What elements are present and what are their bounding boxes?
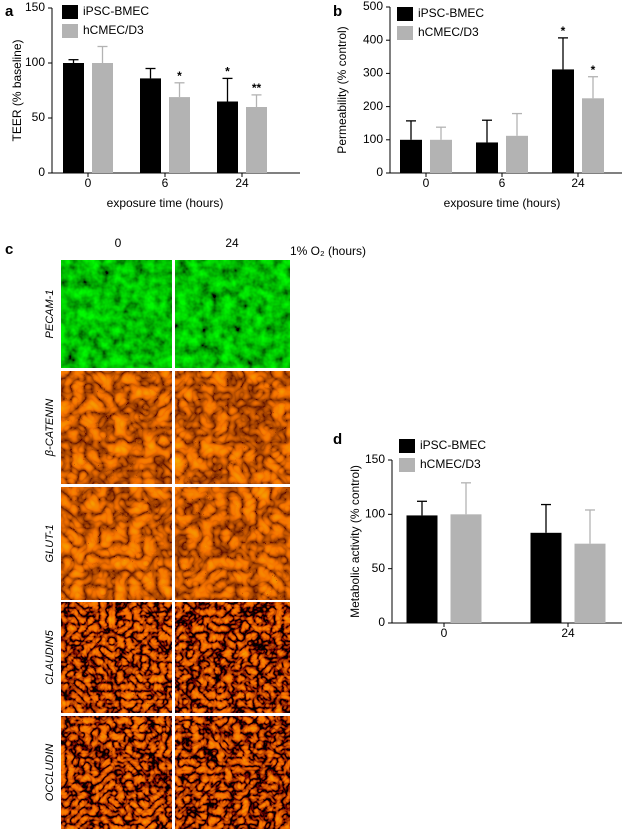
legend-swatch [399,439,415,453]
bar [530,532,562,623]
micrograph-texture [175,602,290,713]
bar [246,107,267,173]
micrographs [61,260,290,829]
significance: * [177,69,182,83]
y-axis-label: TEER (% baseline) [10,39,24,141]
column-label: 24 [225,236,239,250]
bar [552,69,574,173]
row-label: GLUT-1 [44,524,56,562]
row-label: PECAM-1 [44,290,56,339]
y-tick-label: 100 [363,132,383,146]
y-tick-label: 0 [378,615,385,629]
y-tick-label: 150 [25,0,45,14]
micrograph-texture [61,260,172,368]
x-tick-label: 6 [499,176,506,190]
legend-swatch [399,458,415,472]
y-tick-label: 100 [25,55,45,69]
micrograph-texture [175,371,290,484]
bar [430,139,452,173]
legend-swatch [397,7,413,21]
x-tick-label: 6 [162,176,169,190]
y-tick-label: 300 [363,66,383,80]
row-label: OCCLUDIN [44,744,56,802]
panel-letter: a [5,3,14,20]
y-tick-label: 0 [38,165,45,179]
micrograph-texture [175,487,290,600]
y-axis-label: Metabolic activity (% control) [348,465,362,618]
bar [506,135,528,173]
significance: * [561,24,566,38]
micrograph-texture [175,260,290,368]
micrograph-texture [61,716,172,829]
y-tick-label: 500 [363,0,383,13]
x-tick-label: 0 [423,176,430,190]
legend-label: hCMEC/D3 [418,25,479,39]
micrograph-texture [175,716,290,829]
x-tick-label: 0 [85,176,92,190]
legend-swatch [397,26,413,40]
legend-label: hCMEC/D3 [420,457,481,471]
significance: * [591,63,596,77]
significance: * [225,65,230,79]
legend-label: hCMEC/D3 [83,23,144,37]
x-tick-label: 24 [561,626,575,640]
x-axis-label: exposure time (hours) [444,196,561,210]
row-label: β-CATENIN [44,399,56,457]
bar [400,139,422,173]
legend-swatch [62,5,78,19]
bar [582,98,604,173]
legend-swatch [62,24,78,38]
column-label: 0 [115,236,122,250]
y-tick-label: 0 [376,165,383,179]
y-tick-label: 150 [365,452,385,466]
significance: ** [252,81,262,95]
y-tick-label: 100 [365,507,385,521]
panel-letter: b [333,3,342,20]
y-tick-label: 50 [32,110,46,124]
bar [63,63,84,173]
x-axis-label: exposure time (hours) [107,196,224,210]
bar [217,101,238,173]
legend-label: iPSC-BMEC [418,6,484,20]
bar [169,97,190,173]
micrograph-texture [61,602,172,713]
bar [574,543,606,623]
bar [92,63,113,173]
bar [476,142,498,173]
x-tick-label: 24 [235,176,249,190]
row-label: CLAUDIN5 [44,629,56,684]
legend-label: iPSC-BMEC [83,4,149,18]
panel-letter: d [333,431,342,448]
micrograph-texture [61,487,172,600]
micrograph-texture [61,371,172,484]
condition-label: 1% O₂ (hours) [290,244,366,258]
y-tick-label: 400 [363,32,383,46]
x-tick-label: 0 [441,626,448,640]
bar [406,515,438,623]
x-tick-label: 24 [571,176,585,190]
panel-letter: c [5,241,13,258]
bar [450,514,482,623]
bar [140,78,161,173]
legend-label: iPSC-BMEC [420,438,486,452]
y-tick-label: 200 [363,99,383,113]
y-axis-label: Permeability (% control) [335,26,349,153]
y-tick-label: 50 [372,561,386,575]
